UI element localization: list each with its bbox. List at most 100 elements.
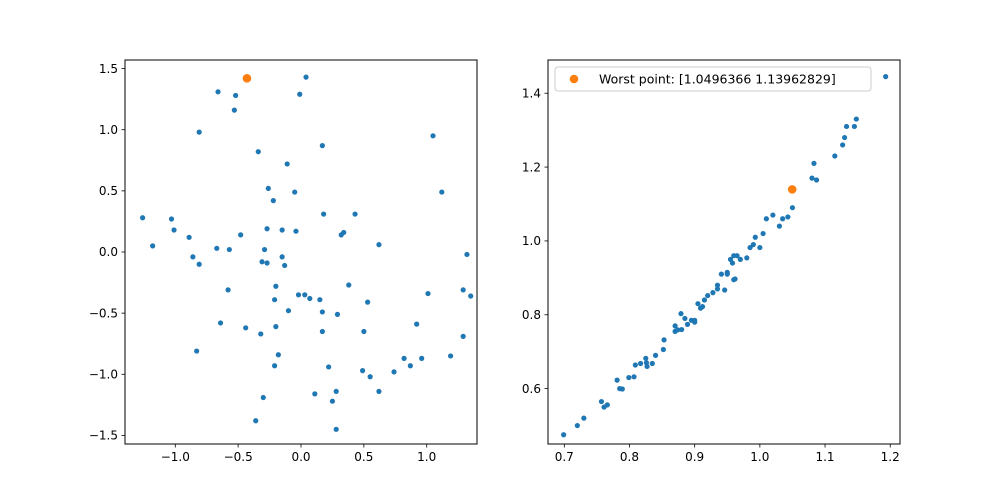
left-x-tick-label: −1.0: [161, 450, 190, 464]
right-data-point: [626, 374, 632, 381]
right-data-point: [744, 255, 750, 261]
right-worst-point: [787, 185, 797, 194]
left-data-point: [365, 299, 371, 305]
left-data-point: [333, 388, 339, 395]
left-data-point: [292, 189, 298, 195]
right-data-point: [760, 230, 766, 237]
left-data-point: [297, 91, 303, 97]
right-x-tick-label: 1.2: [881, 450, 900, 464]
right-data-point: [649, 360, 655, 367]
left-data-point: [419, 355, 425, 361]
left-y-tick-label: −1.0: [89, 367, 118, 381]
right-y-tick-label: 1.2: [522, 160, 541, 174]
left-data-point: [407, 363, 413, 369]
left-data-point: [367, 374, 373, 380]
right-data-point: [714, 286, 721, 292]
left-data-point: [425, 290, 431, 297]
left-worst-point: [242, 74, 252, 83]
left-data-point: [168, 216, 175, 222]
left-data-point: [376, 388, 382, 395]
left-data-point: [260, 394, 266, 401]
right-x-tick-label: 0.9: [685, 450, 704, 464]
left-data-point: [259, 259, 265, 265]
right-data-point: [732, 276, 738, 282]
legend-frame: [554, 66, 872, 92]
left-data-point: [214, 245, 220, 251]
left-data-point: [279, 227, 285, 233]
right-x-tick-label: 1.0: [750, 450, 769, 464]
right-data-point: [710, 290, 716, 296]
right-data-point: [684, 321, 691, 327]
left-data-point: [414, 321, 420, 327]
left-data-point: [319, 309, 325, 315]
right-y-tick-label: 0.8: [522, 308, 541, 322]
left-data-point: [307, 295, 313, 302]
left-x-tick-label: 0.0: [291, 450, 310, 464]
left-data-point: [264, 226, 270, 232]
legend-label: Worst point: [1.0496366 1.13962829]: [599, 72, 836, 87]
left-data-point: [233, 92, 239, 99]
right-x-tick-label: 0.7: [555, 450, 574, 464]
left-data-point: [295, 292, 302, 298]
left-y-tick-label: 0.5: [99, 184, 118, 198]
right-y-tick-label: 1.4: [522, 86, 541, 100]
left-data-point: [319, 328, 325, 335]
right-data-point: [682, 315, 688, 322]
left-data-point: [186, 234, 192, 240]
right-plot-frame: [547, 59, 901, 445]
right-data-point: [722, 287, 728, 293]
left-data-point: [196, 129, 202, 135]
right-data-point: [724, 271, 730, 277]
left-data-point: [338, 232, 344, 238]
right-data-point: [770, 212, 776, 218]
right-data-point: [581, 415, 587, 421]
right-plot-points: [561, 74, 889, 438]
left-data-point: [275, 352, 281, 358]
right-data-point: [598, 398, 605, 405]
right-data-point: [631, 374, 637, 380]
right-data-point: [701, 297, 708, 303]
right-data-point: [643, 355, 649, 361]
left-data-point: [360, 368, 366, 374]
left-data-point: [284, 161, 290, 167]
left-data-point: [226, 246, 232, 253]
left-data-point: [317, 297, 323, 303]
left-data-point: [321, 211, 327, 217]
right-y-tick-label: 0.6: [522, 382, 541, 396]
right-data-point: [643, 360, 650, 366]
left-data-point: [265, 185, 271, 192]
right-x-tick-label: 0.8: [620, 450, 639, 464]
right-scatter-plot: 0.7 0.8 0.9 1.0 1.1 1.2 0.6 0.8 1.0 1.2 1.4 Worst…: [522, 59, 901, 464]
left-data-point: [401, 355, 407, 361]
left-data-point: [190, 254, 196, 260]
right-data-point: [731, 253, 737, 259]
right-data-point: [637, 360, 644, 367]
left-data-point: [293, 228, 299, 234]
legend-marker: [569, 74, 579, 84]
right-data-point: [789, 205, 796, 211]
left-y-tick-label: 1.0: [99, 123, 118, 137]
right-data-point: [660, 346, 666, 353]
left-data-point: [448, 353, 454, 359]
left-data-point: [217, 320, 224, 326]
left-data-point: [140, 215, 146, 221]
right-plot-legend: Worst point: [1.0496366 1.13962829]: [554, 66, 872, 92]
left-data-point: [196, 261, 202, 267]
left-data-point: [464, 251, 470, 258]
left-data-point: [312, 391, 318, 397]
right-data-point: [883, 74, 889, 80]
left-data-point: [273, 283, 279, 289]
left-data-point: [258, 331, 264, 337]
left-data-point: [439, 189, 445, 195]
left-x-tick-label: 0.5: [354, 450, 373, 464]
left-data-point: [253, 418, 259, 424]
left-data-point: [264, 260, 270, 266]
right-data-point: [695, 301, 701, 307]
left-data-point: [334, 311, 341, 317]
left-scatter-plot: −1.0 −0.5 0.0 0.5 1.0 −1.5 −1.0 −0.5 0.0 0.5 1.0 1…: [89, 59, 478, 464]
left-data-point: [255, 149, 261, 155]
right-data-point: [841, 134, 848, 141]
left-data-point: [282, 262, 288, 269]
left-data-point: [285, 308, 292, 314]
right-data-point: [614, 377, 620, 383]
